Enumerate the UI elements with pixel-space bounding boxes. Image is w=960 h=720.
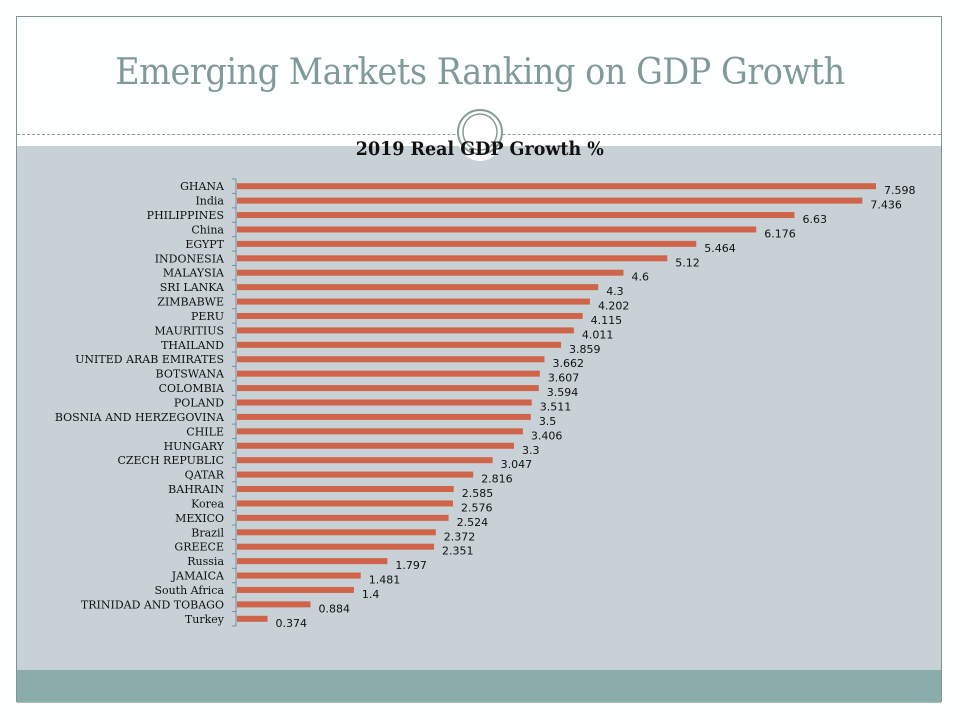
data-label: 6.176 [764, 227, 796, 240]
category-label: Brazil [191, 526, 224, 539]
data-label: 3.406 [531, 429, 563, 442]
category-label: TRINIDAD AND TOBAGO [81, 598, 224, 611]
category-label: BOSNIA AND HERZEGOVINA [55, 411, 225, 424]
bar [237, 457, 493, 464]
data-label: 7.436 [870, 199, 902, 212]
bar [237, 615, 268, 622]
data-label: 4.202 [598, 300, 630, 313]
data-label: 4.6 [631, 271, 649, 284]
category-label: India [195, 195, 224, 208]
data-label: 3.047 [501, 458, 532, 471]
category-label: GREECE [174, 541, 224, 554]
bar [237, 413, 531, 420]
bar [237, 486, 454, 493]
category-label: UNITED ARAB EMIRATES [75, 353, 224, 366]
circle-ornament-icon [457, 109, 503, 161]
category-label: GHANA [180, 180, 225, 193]
bar [237, 601, 311, 608]
data-label: 3.3 [522, 444, 540, 457]
bar [237, 370, 540, 377]
category-label: PERU [191, 310, 224, 323]
category-label: Turkey [185, 613, 225, 626]
category-label: BAHRAIN [168, 483, 224, 496]
data-label: 3.859 [569, 343, 601, 356]
category-label: COLOMBIA [159, 382, 225, 395]
data-label: 0.374 [276, 617, 308, 630]
data-label: 0.884 [318, 602, 350, 615]
category-label: Korea [191, 497, 224, 510]
category-label: QATAR [185, 469, 225, 482]
data-label: 6.63 [802, 213, 827, 226]
data-label: 3.662 [552, 357, 584, 370]
category-label: MEXICO [175, 512, 224, 525]
data-label: 4.011 [582, 328, 614, 341]
bar [237, 269, 624, 276]
category-label: INDONESIA [155, 252, 225, 265]
data-label: 3.5 [539, 415, 557, 428]
bar [237, 529, 436, 536]
category-label: HUNGARY [164, 440, 225, 453]
bar [237, 471, 474, 478]
data-label: 2.372 [444, 530, 476, 543]
bar [237, 356, 545, 363]
data-label: 2.351 [442, 545, 474, 558]
category-label: EGYPT [185, 238, 224, 251]
bar [237, 543, 435, 550]
data-label: 1.4 [362, 588, 380, 601]
bar [237, 572, 361, 579]
bar [237, 399, 532, 406]
data-label: 4.115 [591, 314, 623, 327]
category-label: JAMAICA [171, 570, 225, 583]
bar [237, 284, 599, 291]
data-label: 2.816 [481, 473, 512, 486]
category-label: CHILE [186, 425, 224, 438]
category-label: MALAYSIA [163, 267, 225, 280]
data-label: 2.524 [457, 516, 489, 529]
bar [237, 428, 523, 435]
slide-title: Emerging Markets Ranking on GDP Growth [115, 52, 845, 93]
data-label: 5.464 [704, 242, 736, 255]
bar [237, 442, 514, 449]
category-label: SRI LANKA [160, 281, 225, 294]
bar [237, 558, 388, 565]
category-label: MAURITIUS [154, 324, 224, 337]
bar [237, 586, 354, 593]
bar [237, 500, 453, 507]
category-label: South Africa [154, 584, 224, 597]
bar [237, 240, 697, 247]
category-label: CZECH REPUBLIC [117, 454, 224, 467]
bar [237, 255, 668, 262]
bar [237, 183, 876, 190]
bar [237, 212, 795, 219]
data-label: 2.585 [462, 487, 494, 500]
data-label: 2.576 [461, 501, 493, 514]
category-label: POLAND [174, 397, 224, 410]
category-label: Russia [187, 555, 224, 568]
content-area [17, 146, 941, 670]
category-label: PHILIPPINES [147, 209, 224, 222]
bar [237, 341, 562, 348]
data-label: 4.3 [606, 285, 624, 298]
data-label: 5.12 [675, 256, 700, 269]
bar [237, 298, 590, 305]
bar [237, 197, 863, 204]
data-label: 3.594 [547, 386, 579, 399]
data-label: 3.607 [548, 372, 580, 385]
data-label: 1.797 [395, 559, 427, 572]
bar [237, 226, 757, 233]
category-label: THAILAND [161, 339, 224, 352]
bar [237, 385, 539, 392]
category-label: ZIMBABWE [157, 296, 224, 309]
data-label: 3.511 [540, 401, 572, 414]
bar [237, 514, 449, 521]
data-label: 7.598 [884, 184, 916, 197]
chart-title: 2019 Real GDP Growth % [355, 138, 604, 160]
category-label: BOTSWANA [156, 368, 226, 381]
footer-band [17, 670, 941, 703]
category-label: China [191, 223, 224, 236]
data-label: 1.481 [369, 574, 401, 587]
bar [237, 312, 583, 319]
bar [237, 327, 574, 334]
